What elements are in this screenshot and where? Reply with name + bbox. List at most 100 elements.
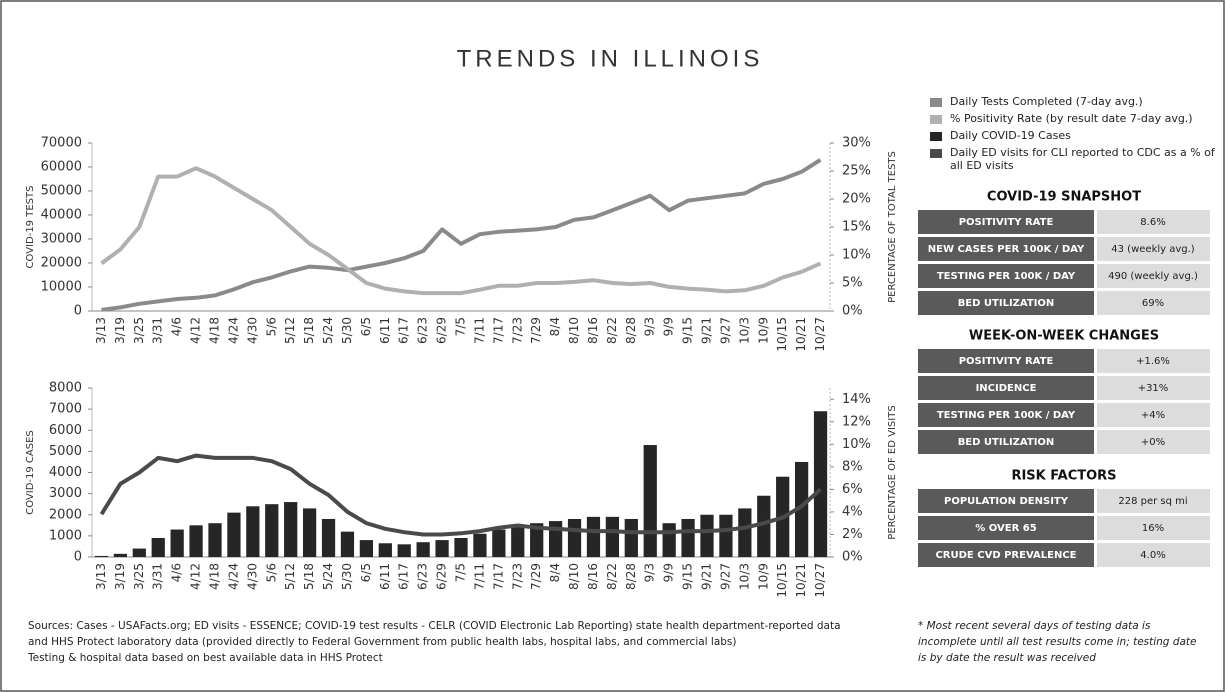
x-tick-label: 9/3 xyxy=(643,317,657,336)
bar xyxy=(170,529,184,557)
table-title: COVID-19 SNAPSHOT xyxy=(987,190,1141,205)
line xyxy=(100,166,822,296)
x-tick-label: 7/23 xyxy=(510,563,524,590)
table-value-cell xyxy=(1097,349,1210,373)
x-tick-label: 10/9 xyxy=(756,317,770,344)
y-tick-label: 0 xyxy=(74,304,82,319)
table-title: RISK FACTORS xyxy=(1011,469,1116,484)
x-tick-label: 5/12 xyxy=(283,563,297,590)
table-label-cell xyxy=(918,349,1094,373)
table-label-cell xyxy=(918,516,1094,540)
y-tick-label: 4000 xyxy=(49,465,82,480)
y2-tick-label: 20% xyxy=(842,192,871,207)
x-tick-label: 6/29 xyxy=(435,317,449,344)
x-tick-label: 6/17 xyxy=(397,317,411,344)
x-tick-label: 4/18 xyxy=(208,563,222,590)
legend-swatch xyxy=(930,149,942,158)
x-tick-label: 4/6 xyxy=(170,317,184,336)
legend-label: Daily COVID-19 Cases xyxy=(950,129,1071,142)
table-value: 16% xyxy=(1142,523,1164,534)
x-tick-label: 7/29 xyxy=(529,563,543,590)
x-tick-label: 10/3 xyxy=(737,563,751,590)
x-tick-label: 7/17 xyxy=(491,563,505,590)
table-value-cell xyxy=(1097,210,1210,234)
table-label-cell xyxy=(918,376,1094,400)
bar xyxy=(548,521,563,557)
legend: Daily Tests Completed (7-day avg.) % Pos… xyxy=(930,95,1215,172)
table-value: 8.6% xyxy=(1140,217,1165,228)
x-tick-label: 10/27 xyxy=(813,563,827,598)
y-tick-label: 2000 xyxy=(49,507,82,522)
x-tick-label: 8/16 xyxy=(586,563,600,590)
line xyxy=(101,158,822,312)
y2-tick-label: 12% xyxy=(842,414,871,429)
table-label: TESTING PER 100K / DAY xyxy=(937,271,1076,282)
table-value: +1.6% xyxy=(1136,356,1170,367)
x-tick-label: 9/3 xyxy=(643,563,657,582)
y2-tick-label: 0% xyxy=(842,304,863,319)
y2-tick-label: 30% xyxy=(842,136,871,151)
table-label-cell xyxy=(918,291,1094,315)
x-tick-label: 10/21 xyxy=(794,317,808,352)
table-label-cell xyxy=(918,430,1094,454)
bar xyxy=(435,540,449,557)
legend-item: Daily Tests Completed (7-day avg.) xyxy=(950,95,1143,108)
footnote: * Most recent several days of testing da… xyxy=(918,620,1197,664)
table-value-cell xyxy=(1097,403,1210,427)
x-tick-label: 8/4 xyxy=(548,563,562,582)
legend-swatch xyxy=(930,132,942,141)
sources-block: Sources: Cases - USAFacts.org; ED visits… xyxy=(28,618,908,666)
footnote-text: * Most recent several days of testing da… xyxy=(918,620,1197,664)
table-label: % OVER 65 xyxy=(975,523,1036,534)
legend-item: Daily COVID-19 Cases xyxy=(950,129,1071,142)
table-value-cell xyxy=(1097,543,1210,567)
bar xyxy=(416,542,430,557)
x-tick-label: 6/5 xyxy=(359,563,373,582)
table-label: CRUDE CVD PREVALENCE xyxy=(935,550,1076,561)
y2-tick-label: 4% xyxy=(842,504,863,519)
x-tick-label: 9/15 xyxy=(681,563,695,590)
source-line: and HHS Protect laboratory data (provide… xyxy=(28,636,737,648)
y-tick-label: 50000 xyxy=(41,184,82,199)
table-label-cell xyxy=(918,210,1094,234)
table-value: 228 per sq mi xyxy=(1118,496,1187,507)
x-tick-label: 5/6 xyxy=(264,317,278,336)
x-tick-label: 6/11 xyxy=(378,563,392,590)
y-tick-label: 40000 xyxy=(41,208,82,223)
table-value: +4% xyxy=(1141,410,1165,421)
bar xyxy=(265,504,279,557)
table-label-cell xyxy=(918,237,1094,261)
bar xyxy=(643,445,657,557)
y-tick-label: 70000 xyxy=(41,136,82,151)
bar xyxy=(284,502,298,557)
legend-label: Daily ED visits for CLI reported to CDC … xyxy=(950,146,1215,172)
x-tick-label: 7/29 xyxy=(529,317,543,344)
x-tick-label: 8/4 xyxy=(548,317,562,336)
y-tick-label: 60000 xyxy=(41,160,82,175)
x-tick-label: 4/6 xyxy=(170,563,184,582)
x-tick-label: 7/5 xyxy=(454,563,468,582)
bar xyxy=(94,555,109,557)
x-tick-label: 5/30 xyxy=(340,317,354,344)
bar xyxy=(586,516,601,557)
y2-tick-label: 0% xyxy=(842,550,863,565)
bar xyxy=(454,537,468,557)
x-tick-label: 3/13 xyxy=(94,563,108,590)
bar xyxy=(492,529,506,557)
y2-axis-title: PERCENTAGE OF ED VISITS xyxy=(887,405,898,539)
bar xyxy=(605,516,620,557)
y-tick-label: 5000 xyxy=(49,444,82,459)
x-tick-label: 4/30 xyxy=(245,317,259,344)
x-tick-label: 7/11 xyxy=(472,563,486,590)
legend-item: % Positivity Rate (by result date 7-day … xyxy=(950,112,1193,125)
legend-swatch xyxy=(930,115,942,124)
table-value: +0% xyxy=(1141,437,1165,448)
table-value-cell xyxy=(1097,516,1210,540)
y2-axis-title: PERCENTAGE OF TOTAL TESTS xyxy=(887,151,898,303)
page-title: TRENDS IN ILLINOIS xyxy=(457,45,764,72)
x-tick-label: 6/23 xyxy=(416,317,430,344)
bar xyxy=(473,533,487,557)
y2-tick-label: 5% xyxy=(842,276,863,291)
x-tick-label: 7/5 xyxy=(454,317,468,336)
